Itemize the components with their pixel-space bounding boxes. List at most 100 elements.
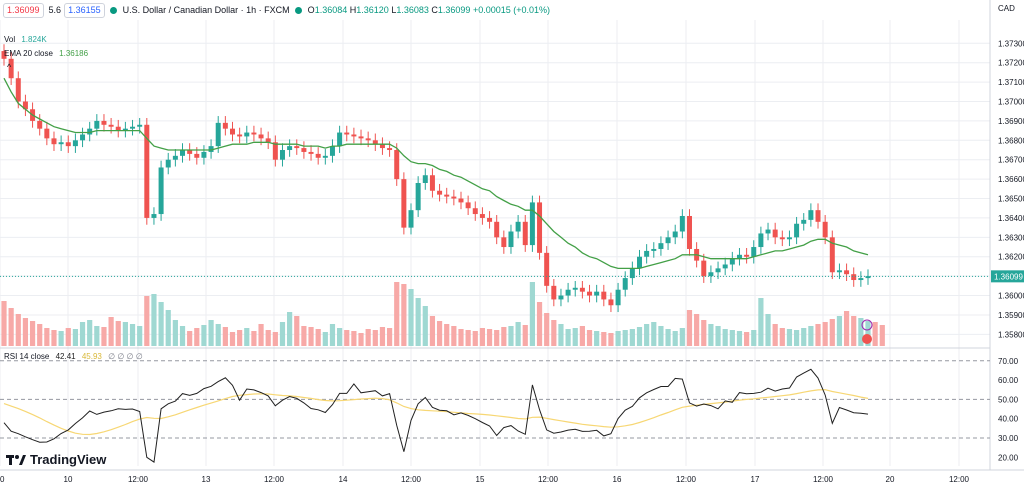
symbol-title[interactable]: U.S. Dollar / Canadian Dollar · 1h · FXC… [122, 5, 290, 15]
volume-bar [194, 328, 200, 346]
candle-body [515, 221, 521, 232]
y-tick-label: 1.36000 [998, 292, 1024, 301]
x-tick-label: 12:00 [949, 475, 970, 484]
candle-body [37, 120, 43, 129]
candle-body [372, 140, 378, 145]
volume-bar [665, 329, 671, 346]
candle-body [215, 122, 221, 147]
candle-body [779, 237, 785, 240]
candle-body [622, 278, 628, 290]
candle-body [751, 247, 757, 257]
candle-body [229, 128, 235, 135]
candle-body [451, 196, 457, 199]
candle-body [72, 140, 78, 147]
volume-bar [572, 328, 578, 346]
candle-body [729, 258, 735, 265]
volume-bar [37, 324, 43, 346]
volume-bar [444, 324, 450, 346]
vol-legend[interactable]: Vol 1.824K [4, 35, 47, 44]
candle-body [758, 233, 764, 248]
sell-price-box[interactable]: 1.36099 [3, 2, 44, 18]
buy-price-box[interactable]: 1.36155 [64, 2, 105, 18]
volume-bar [208, 320, 214, 346]
candle-body [358, 136, 364, 139]
tradingview-logo[interactable]: TradingView [6, 452, 106, 467]
candle-body [408, 210, 414, 228]
rsi-legend[interactable]: RSI 14 close 42.41 45.93 ∅ ∅ ∅ ∅ [4, 352, 143, 361]
volume-bar [815, 324, 821, 346]
volume-bar [594, 331, 600, 346]
candle-body [208, 146, 214, 152]
volume-bar [8, 308, 14, 346]
market-status-icon [109, 6, 117, 14]
volume-bar [365, 329, 371, 346]
volume-bar [479, 328, 486, 346]
candle-body [722, 264, 728, 269]
candle-body [537, 202, 543, 253]
candle-body [686, 215, 692, 249]
volume-bar [508, 326, 514, 346]
volume-bar [222, 327, 228, 346]
candle-body [608, 299, 614, 306]
volume-bar [829, 319, 835, 346]
candle-body [629, 268, 635, 279]
volume-bar [436, 321, 443, 346]
volume-bar [779, 328, 785, 346]
x-tick-label: 12:00 [401, 475, 422, 484]
volume-bar [679, 328, 685, 346]
candle-body [844, 270, 850, 275]
candle-body [715, 268, 721, 273]
candle-body [708, 272, 714, 277]
candle-body [1, 51, 7, 59]
candle-body [487, 217, 493, 222]
volume-bar [551, 320, 557, 346]
volume-bar [322, 332, 328, 346]
candle-body [508, 231, 514, 248]
volume-bar [615, 331, 621, 346]
volume-bar [793, 330, 800, 346]
tradingview-logo-icon [6, 454, 26, 465]
x-tick-label: 13 [202, 475, 211, 484]
volume-bar [836, 316, 843, 346]
y-tick-label: 1.35800 [998, 330, 1024, 339]
rsi-tick-label: 50.00 [998, 395, 1019, 404]
candle-body [765, 229, 771, 234]
candle-body [815, 210, 821, 222]
volume-bar [772, 324, 778, 346]
candle-body [522, 221, 528, 246]
candle-body [501, 237, 507, 248]
candle-body [465, 202, 471, 209]
candle-body [665, 237, 671, 244]
y-tick-label: 1.36800 [998, 136, 1024, 145]
volume-bar [187, 331, 193, 346]
x-tick-label: 12:00 [128, 475, 149, 484]
volume-bar [94, 326, 100, 346]
candle-body [829, 237, 835, 273]
ema-legend[interactable]: EMA 20 close 1.36186 [4, 49, 89, 58]
candle-body [858, 278, 864, 281]
candle-body [244, 132, 250, 137]
volume-bar [51, 330, 57, 346]
candle-body [794, 223, 800, 238]
candle-body [165, 159, 171, 168]
candle-body [379, 144, 385, 149]
y-tick-label: 1.37000 [998, 98, 1024, 107]
volume-bar [144, 296, 150, 346]
volume-bar [808, 326, 814, 346]
volume-bar [87, 320, 93, 346]
y-tick-label: 1.36300 [998, 233, 1024, 242]
volume-bar [415, 298, 421, 346]
volume-bar [879, 325, 885, 346]
candle-body [130, 126, 136, 129]
last-price-badge [991, 270, 1024, 283]
rsi-tick-label: 20.00 [998, 453, 1019, 462]
volume-bar [215, 324, 221, 346]
volume-bar [358, 333, 364, 346]
volume-bar [822, 322, 828, 346]
candle-body [836, 270, 842, 273]
candle-body [108, 124, 114, 127]
candle-body [422, 175, 428, 183]
market-open-icon [294, 6, 302, 14]
rsi-tick-label: 60.00 [998, 376, 1019, 385]
